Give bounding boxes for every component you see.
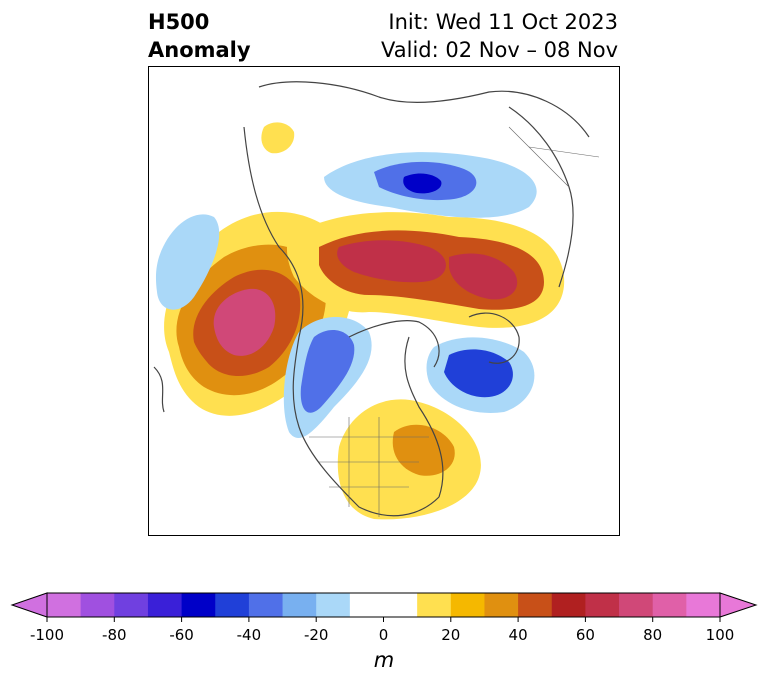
anomaly-contour-7 (449, 253, 518, 300)
title-line-1: H500 (148, 10, 210, 34)
colorbar-cell (686, 593, 721, 617)
colorbar-tick-label: -60 (169, 626, 194, 644)
colorbar-cell (248, 593, 284, 617)
colorbar-cell (450, 593, 485, 617)
map-title: H500 Anomaly (148, 8, 251, 64)
colorbar-tick-label: -20 (303, 626, 329, 644)
colorbar-cell (181, 593, 216, 617)
colorbar-min-extend (10, 592, 48, 618)
colorbar-cell (114, 593, 149, 617)
valid-dates: Valid: 02 Nov – 08 Nov (381, 38, 618, 62)
colorbar-cell (484, 593, 519, 617)
anomaly-shading (155, 122, 565, 520)
colorbar-tick-label: -100 (29, 626, 65, 644)
colorbar-cell (551, 593, 586, 617)
colorbar-cell (383, 593, 418, 617)
colorbar-cell (652, 593, 687, 617)
init-date: Init: Wed 11 Oct 2023 (388, 10, 618, 34)
colorbar-cell (619, 593, 654, 617)
anomaly-map (153, 81, 600, 520)
anomaly-contour-6 (337, 240, 446, 283)
anomaly-contour-9 (392, 424, 455, 476)
colorbar-tick-label: 80 (643, 626, 663, 644)
colorbar-cell (518, 593, 553, 617)
colorbar-cell (80, 593, 115, 617)
title-line-2: Anomaly (148, 38, 251, 62)
colorbar (10, 592, 758, 622)
colorbar-tick-label: -40 (236, 626, 262, 644)
anomaly-contour-18 (261, 122, 295, 154)
map-panel (148, 66, 620, 536)
anomaly-contour-14 (300, 330, 355, 413)
colorbar-tick-label: 20 (441, 626, 461, 644)
colorbar-cell (349, 593, 384, 617)
anomaly-contour-17 (155, 214, 220, 310)
colorbar-cell (585, 593, 620, 617)
colorbar-tick-label: 60 (575, 626, 595, 644)
colorbar-cell (417, 593, 452, 617)
coastlines (153, 81, 590, 517)
colorbar-cell (282, 593, 317, 617)
colorbar-ticks (46, 617, 721, 622)
colorbar-cell (215, 593, 250, 617)
colorbar-tick-label: 100 (705, 626, 735, 644)
colorbar-cell (147, 593, 183, 617)
colorbar-tick-label: 40 (508, 626, 528, 644)
colorbar-tick-label: 0 (378, 626, 389, 644)
colorbar-units: m (373, 648, 395, 672)
anomaly-contour-12 (403, 173, 442, 194)
colorbar-tick-label: -80 (102, 626, 127, 644)
anomaly-contour-3 (213, 288, 276, 356)
colorbar-cells (46, 592, 721, 618)
map-dates: Init: Wed 11 Oct 2023 Valid: 02 Nov – 08… (381, 8, 618, 64)
anomaly-contour-16 (444, 349, 513, 398)
colorbar-max-extend (719, 592, 758, 618)
borders (309, 126, 600, 517)
colorbar-cell (47, 593, 82, 617)
colorbar-cell (316, 593, 351, 617)
